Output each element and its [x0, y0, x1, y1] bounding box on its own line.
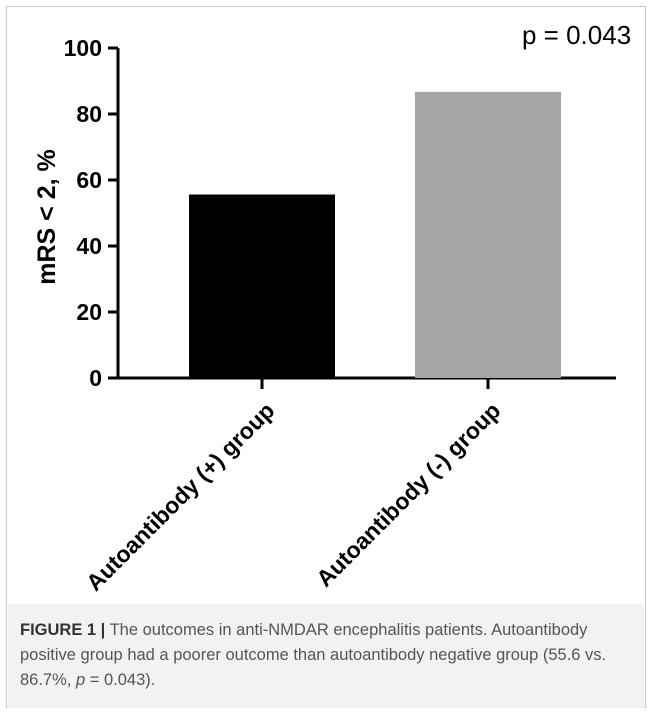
- bar-1: [189, 194, 335, 378]
- y-tick-label: 40: [76, 233, 102, 259]
- caption-p-symbol: p: [75, 671, 86, 689]
- y-tick-label: 0: [89, 365, 102, 391]
- caption-text: The outcomes in anti-NMDAR encephalitis …: [20, 621, 607, 689]
- y-tick-label: 60: [76, 167, 102, 193]
- caption-text-end: = 0.043).: [85, 671, 156, 689]
- bar-chart: 0 20 40 60 80 100 Autoantibody (+) group Autoan…: [33, 20, 631, 596]
- chart-bars: [189, 91, 561, 378]
- figure-caption: FIGURE 1 | The outcomes in anti-NMDAR en…: [20, 618, 638, 693]
- bar-2: [415, 91, 561, 378]
- x-category-label: Autoantibody (+) group: [81, 397, 280, 596]
- x-category-label: Autoantibody (-) group: [311, 397, 506, 592]
- p-value-annotation: p = 0.043: [522, 20, 631, 50]
- figure-label: FIGURE 1 |: [20, 621, 106, 639]
- y-tick-label: 100: [64, 35, 102, 61]
- y-tick-label: 20: [76, 299, 102, 325]
- caption-background: [8, 604, 644, 708]
- y-tick-label: 80: [76, 101, 102, 127]
- y-axis-title: mRS < 2, %: [33, 149, 61, 284]
